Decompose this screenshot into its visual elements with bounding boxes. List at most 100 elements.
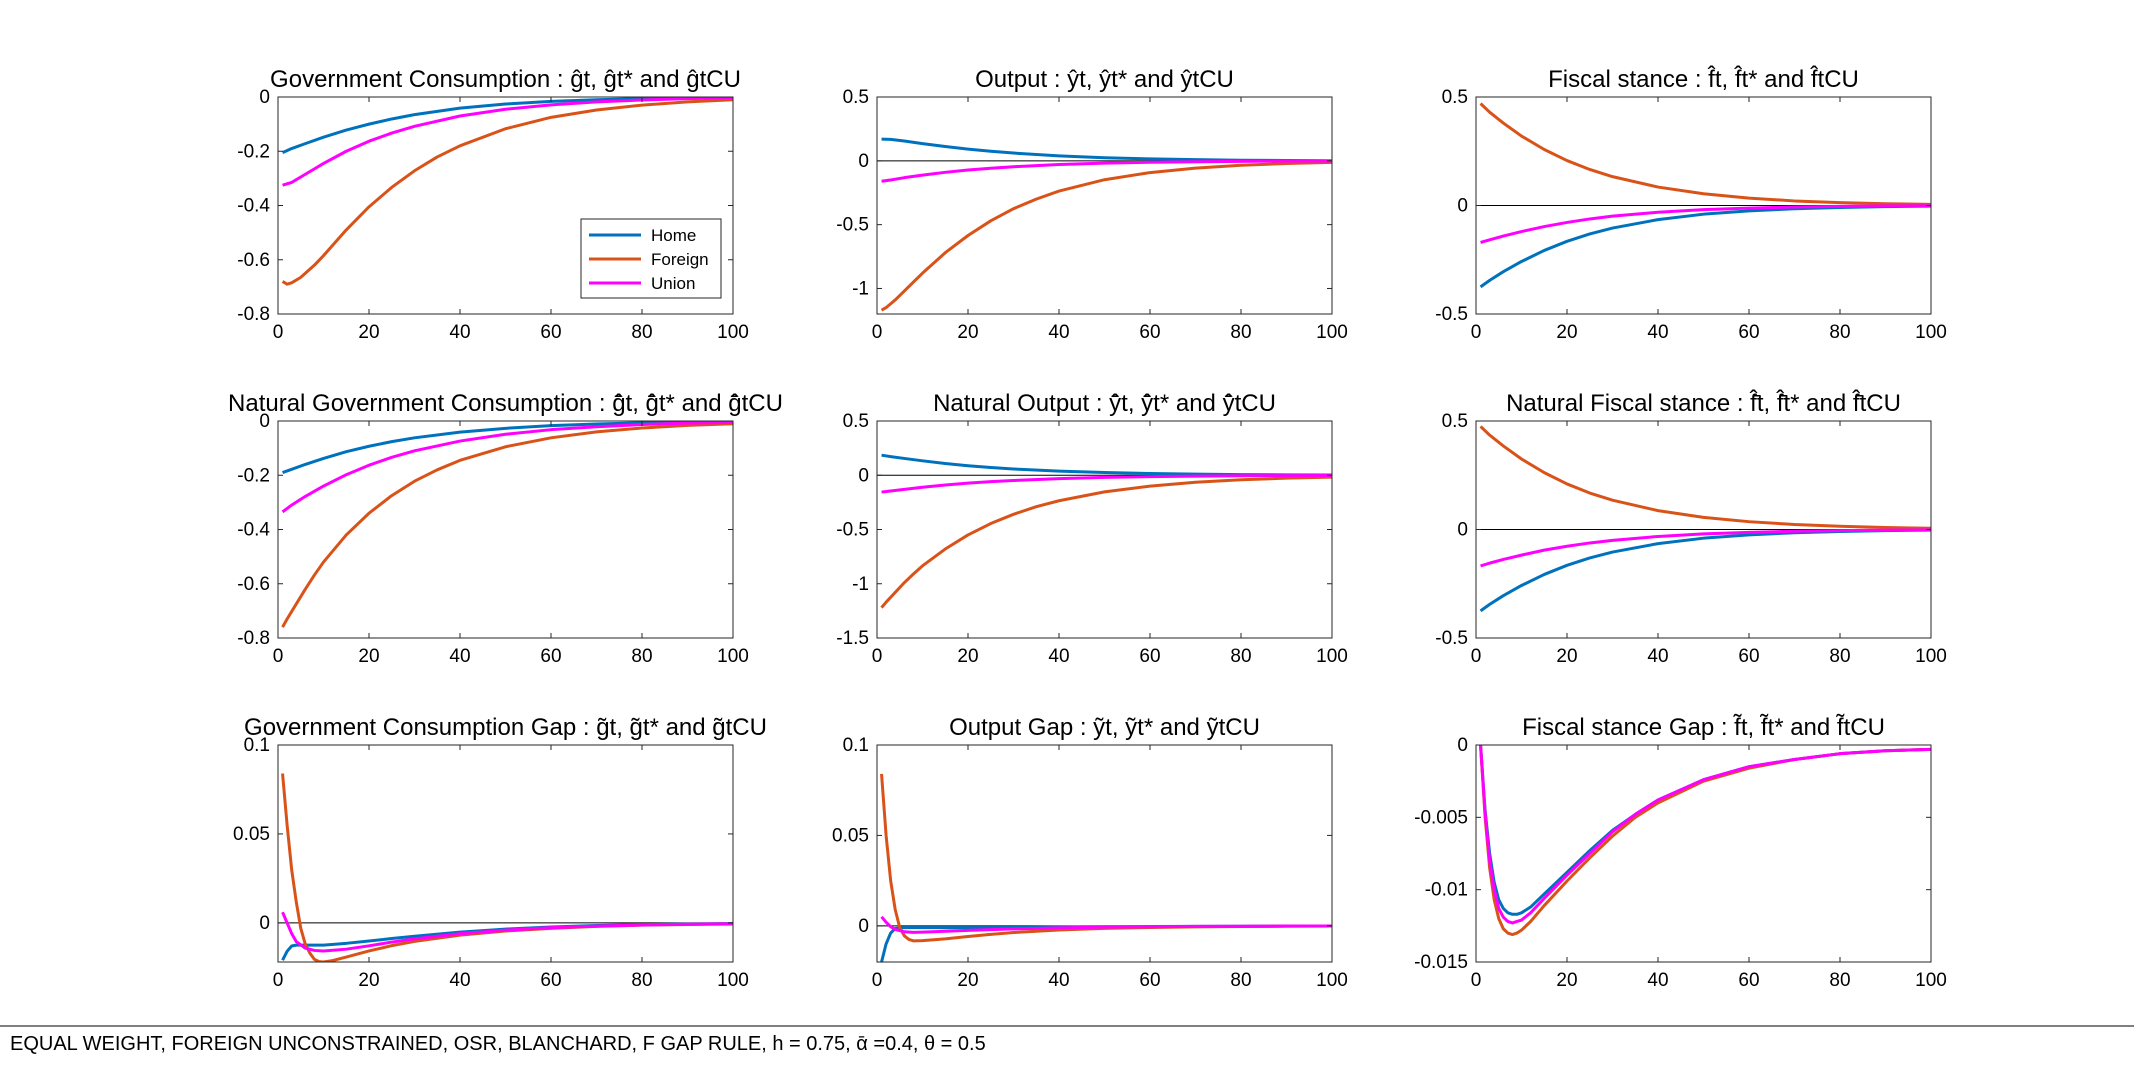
y-tick-label: -0.2: [237, 465, 270, 486]
series-line-home: [282, 421, 733, 474]
y-tick-label: 0.5: [1442, 411, 1468, 432]
x-tick-label: 100: [717, 970, 749, 991]
x-tick-label: 100: [1316, 970, 1348, 991]
y-tick-label: -0.015: [1414, 952, 1468, 973]
x-tick-label: 0: [872, 646, 883, 667]
x-tick-label: 40: [1647, 970, 1668, 991]
panel-title: Fiscal stance : f̂t, f̂t* and f̂tCU: [1548, 65, 1859, 93]
x-tick-label: 80: [1230, 322, 1251, 343]
x-tick-label: 100: [1915, 646, 1947, 667]
series-line-union: [1479, 745, 1931, 925]
y-tick-label: 0.5: [843, 87, 869, 108]
series-line-union: [881, 473, 1332, 494]
panel-8: Output Gap : ỹt, ỹt* and ỹtCU 0 20 40 60 80 10…: [832, 714, 1348, 991]
x-tick-label: 80: [1230, 970, 1251, 991]
panels: Government Consumption : ĝt, ĝt* and ĝtC…: [228, 65, 1947, 991]
panel-title: Government Consumption : ĝt, ĝt* and ĝtC…: [270, 66, 741, 93]
panel-title: Output : ŷt, ŷt* and ŷtCU: [975, 66, 1234, 93]
y-tick-label: -0.4: [237, 520, 270, 541]
y-tick-label: 0: [858, 151, 869, 172]
series-line-foreign: [1479, 425, 1931, 530]
x-tick-label: 80: [1829, 322, 1850, 343]
panel-title: Natural Output : ŷ̄t, ŷ̄t* and ŷ̄tCU: [933, 390, 1276, 417]
legend-label-union: Union: [651, 274, 695, 293]
y-tick-label: 0.05: [233, 824, 270, 845]
footer-caption: EQUAL WEIGHT, FOREIGN UNCONSTRAINED, OSR…: [10, 1033, 986, 1055]
series-line-foreign: [880, 160, 1332, 312]
x-tick-label: 60: [1139, 970, 1160, 991]
x-tick-label: 20: [957, 646, 978, 667]
x-tick-label: 20: [957, 322, 978, 343]
x-tick-label: 40: [1647, 322, 1668, 343]
y-tick-label: -0.8: [237, 628, 270, 649]
panel-4: Natural Government Consumption : ĝ̄t, ĝ̄…: [228, 390, 783, 667]
y-tick-label: 0.1: [843, 735, 869, 756]
panel-3: Fiscal stance : f̂t, f̂t* and f̂tCU 0 20 40…: [1435, 65, 1947, 343]
y-tick-label: -0.5: [1435, 628, 1468, 649]
series-line-union: [1480, 204, 1931, 244]
x-tick-label: 0: [872, 970, 883, 991]
x-tick-label: 100: [1915, 970, 1947, 991]
y-tick-label: 0: [259, 411, 270, 432]
y-tick-label: 0: [259, 87, 270, 108]
x-tick-label: 20: [358, 970, 379, 991]
y-tick-label: -0.2: [237, 141, 270, 162]
y-tick-label: 0.5: [843, 411, 869, 432]
x-tick-label: 80: [631, 322, 652, 343]
x-tick-label: 20: [358, 322, 379, 343]
x-tick-label: 20: [1556, 646, 1577, 667]
series-line-foreign: [880, 475, 1332, 609]
y-tick-label: -0.5: [836, 520, 869, 541]
y-tick-label: -0.6: [237, 574, 270, 595]
x-tick-label: 100: [1316, 646, 1348, 667]
x-tick-label: 60: [1139, 322, 1160, 343]
panel-9: Fiscal stance Gap : f̃t, f̃t* and f̃tCU 0…: [1414, 714, 1947, 991]
y-tick-label: 0: [858, 916, 869, 937]
axes-box: [1475, 744, 1932, 963]
panel-1: Government Consumption : ĝt, ĝt* and ĝtC…: [237, 66, 749, 343]
x-tick-label: 0: [1471, 646, 1482, 667]
legend: Home Foreign Union: [580, 218, 722, 299]
x-tick-label: 80: [1230, 646, 1251, 667]
y-tick-label: 0: [259, 913, 270, 934]
x-tick-label: 60: [1139, 646, 1160, 667]
y-tick-label: -0.8: [237, 304, 270, 325]
x-tick-label: 0: [273, 970, 284, 991]
x-tick-label: 40: [449, 322, 470, 343]
x-tick-label: 40: [449, 970, 470, 991]
y-tick-label: -1: [852, 574, 869, 595]
x-tick-label: 60: [1738, 970, 1759, 991]
y-tick-label: 0.5: [1442, 87, 1468, 108]
series-line-home: [281, 97, 733, 154]
x-tick-label: 20: [1556, 970, 1577, 991]
y-tick-label: 0.05: [832, 825, 869, 846]
x-tick-label: 40: [1048, 322, 1069, 343]
x-tick-label: 100: [717, 322, 749, 343]
x-tick-label: 40: [449, 646, 470, 667]
y-tick-label: 0: [1457, 196, 1468, 217]
x-tick-label: 100: [1915, 322, 1947, 343]
series-line-union: [282, 97, 733, 187]
panel-title: Natural Government Consumption : ĝ̄t, ĝ̄…: [228, 390, 783, 417]
legend-label-home: Home: [651, 226, 696, 245]
series-line-union: [281, 911, 733, 953]
series-line-foreign: [1479, 102, 1931, 206]
panel-title: Natural Fiscal stance : f̂̄t, f̂̄t* and …: [1506, 389, 1901, 417]
panel-5: Natural Output : ŷ̄t, ŷ̄t* and ŷ̄tCU 0 20 4…: [836, 390, 1348, 667]
y-tick-label: -0.5: [1435, 304, 1468, 325]
series-line-foreign: [281, 422, 733, 628]
x-tick-label: 0: [273, 646, 284, 667]
y-tick-label: 0: [1457, 520, 1468, 541]
y-tick-label: -0.005: [1414, 807, 1468, 828]
series-line-foreign: [281, 98, 733, 286]
x-tick-label: 0: [872, 322, 883, 343]
y-tick-label: -0.5: [836, 215, 869, 236]
x-tick-label: 60: [540, 646, 561, 667]
x-tick-label: 0: [273, 322, 284, 343]
panel-2: Output : ŷt, ŷt* and ŷtCU 0 20 40 60 80 100 -1 -…: [836, 66, 1348, 343]
y-tick-label: -1: [852, 278, 869, 299]
legend-label-foreign: Foreign: [651, 250, 709, 269]
panel-title: Output Gap : ỹt, ỹt* and ỹtCU: [949, 714, 1260, 741]
x-tick-label: 80: [631, 970, 652, 991]
